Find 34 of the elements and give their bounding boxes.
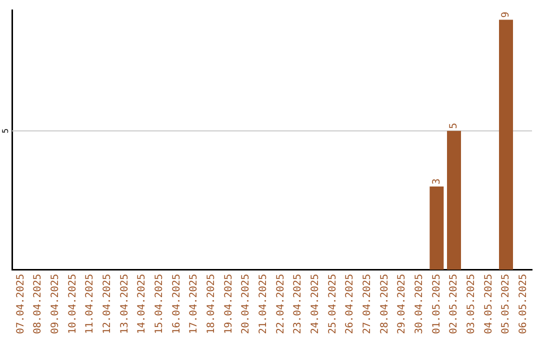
x-tick-label: 30.04.2025 <box>414 274 425 334</box>
x-tick-label: 04.05.2025 <box>483 274 494 334</box>
x-tick-label: 17.04.2025 <box>188 274 200 334</box>
x-tick-label: 14.04.2025 <box>136 274 148 334</box>
x-tick-label: 03.05.2025 <box>466 274 477 334</box>
x-tick-label: 08.04.2025 <box>32 274 44 334</box>
x-tick-label: 24.04.2025 <box>310 274 321 334</box>
data-label: 9 <box>500 12 512 18</box>
x-tick-label: 15.04.2025 <box>154 274 165 334</box>
data-label: 3 <box>431 178 442 184</box>
x-tick-label: 20.04.2025 <box>240 274 252 334</box>
x-tick-label: 27.04.2025 <box>362 274 373 334</box>
x-tick-label: 18.04.2025 <box>206 274 217 334</box>
data-label: 5 <box>448 122 460 129</box>
x-tick-label: 25.04.2025 <box>327 274 338 334</box>
x-tick-label: 16.04.2025 <box>171 274 182 334</box>
x-tick-label: 02.05.2025 <box>448 274 460 334</box>
x-tick-label: 07.04.2025 <box>15 274 26 334</box>
x-tick-label: 01.05.2025 <box>431 274 442 334</box>
x-tick-label: 12.04.2025 <box>102 274 113 334</box>
x-tick-label: 29.04.2025 <box>396 274 408 334</box>
x-tick-label: 26.04.2025 <box>344 274 356 334</box>
x-tick-label: 28.04.2025 <box>379 274 390 334</box>
x-tick-label: 22.04.2025 <box>275 274 286 334</box>
x-tick-label: 10.04.2025 <box>67 274 78 334</box>
x-tick-label: 23.04.2025 <box>292 274 304 334</box>
x-tick-label: 11.04.2025 <box>84 274 96 334</box>
x-tick-label: 19.04.2025 <box>223 274 234 334</box>
x-tick-label: 13.04.2025 <box>119 274 130 334</box>
x-tick-label: 05.05.2025 <box>500 274 512 334</box>
ref-line-label: 5 <box>1 128 10 134</box>
x-tick-label: 21.04.2025 <box>258 274 269 334</box>
x-tick-label: 09.04.2025 <box>50 274 61 334</box>
x-tick-label: 06.05.2025 <box>518 274 529 334</box>
